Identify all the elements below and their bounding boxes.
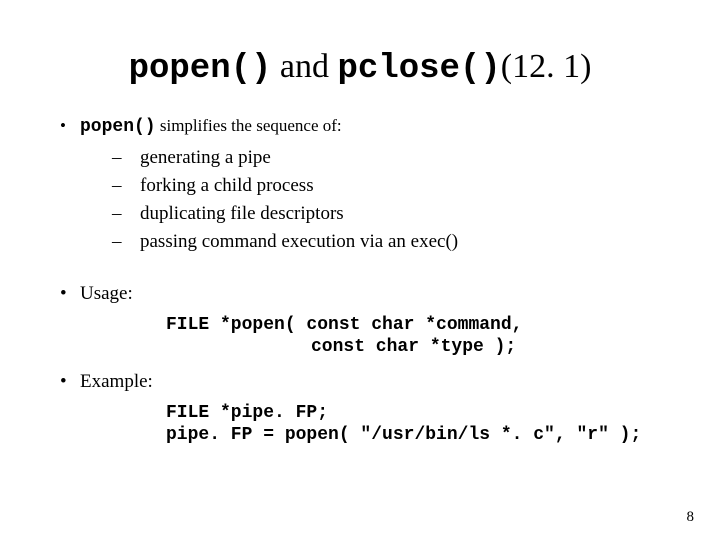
usage-line-2: const char *type ); [311, 337, 664, 357]
title-code-1: popen() [129, 50, 272, 88]
usage-label: Usage: [80, 283, 664, 305]
example-section: Example: FILE *pipe. FP; pipe. FP = pope… [56, 371, 664, 445]
intro-text: simplifies the sequence of: [156, 116, 342, 135]
sub-bullet-1: forking a child process [140, 175, 664, 197]
example-label: Example: [80, 371, 664, 393]
intro-section: popen() simplifies the sequence of: gene… [56, 116, 664, 253]
page-title: popen() and pclose()(12. 1) [56, 48, 664, 88]
usage-section: Usage: FILE *popen( const char *command,… [56, 283, 664, 357]
page-number: 8 [687, 509, 695, 526]
title-mid: and [271, 48, 337, 85]
title-ref: (12. 1) [501, 48, 592, 85]
title-code-2: pclose() [338, 50, 501, 88]
sub-bullet-3: passing command execution via an exec() [140, 231, 664, 253]
example-line-2: pipe. FP = popen( "/usr/bin/ls *. c", "r… [166, 425, 664, 445]
intro-bullet: popen() simplifies the sequence of: [80, 116, 664, 137]
intro-code: popen() [80, 117, 156, 137]
slide: popen() and pclose()(12. 1) popen() simp… [0, 0, 720, 540]
sub-bullet-0: generating a pipe [140, 147, 664, 169]
usage-line-1: FILE *popen( const char *command, [166, 315, 664, 335]
sub-bullet-2: duplicating file descriptors [140, 203, 664, 225]
example-line-1: FILE *pipe. FP; [166, 403, 664, 423]
